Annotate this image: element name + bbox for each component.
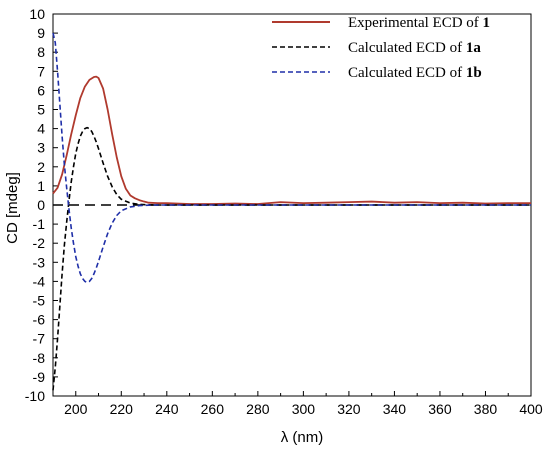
x-tick-label: 300	[292, 401, 316, 417]
y-tick-label: -2	[33, 235, 46, 251]
y-tick-label: -5	[33, 293, 46, 309]
y-tick-label: 0	[37, 197, 45, 213]
x-tick-label: 360	[428, 401, 452, 417]
x-tick-label: 380	[474, 401, 498, 417]
y-tick-label: 5	[37, 102, 45, 118]
x-tick-label: 320	[337, 401, 361, 417]
y-tick-label: 3	[37, 140, 45, 156]
series-line-1	[52, 75, 531, 205]
legend-label-1a: Calculated ECD of 1a	[348, 40, 481, 56]
y-tick-label: -8	[33, 350, 46, 366]
x-tick-label: 400	[519, 401, 543, 417]
x-tick-label: 220	[110, 401, 134, 417]
legend-label-1b: Calculated ECD of 1b	[348, 65, 482, 81]
x-tick-label: 340	[383, 401, 407, 417]
y-tick-label: -4	[33, 273, 46, 289]
y-tick-label: 4	[37, 121, 45, 137]
legend: Experimental ECD of 1 Calculated ECD of 1…	[272, 15, 490, 81]
legend-label-1: Experimental ECD of 1	[348, 15, 490, 31]
y-tick-label: 8	[37, 44, 45, 60]
x-tick-label: 200	[64, 401, 88, 417]
y-tick-label: 6	[37, 82, 45, 98]
y-tick-label: 2	[37, 159, 45, 175]
series-line-1b	[52, 32, 531, 284]
series-group	[52, 32, 531, 391]
y-tick-label: 1	[37, 178, 45, 194]
y-tick-label: -6	[33, 312, 46, 328]
x-tick-label: 240	[155, 401, 179, 417]
y-tick-label: -9	[33, 369, 46, 385]
y-tick-label: -3	[33, 254, 46, 270]
x-axis-title: λ (nm)	[281, 429, 324, 446]
y-axis-title: CD [mdeg]	[4, 172, 21, 244]
y-tick-label: 9	[37, 25, 45, 41]
y-tick-label: 10	[29, 6, 45, 22]
y-tick-label: -1	[33, 216, 46, 232]
x-tick-label: 260	[201, 401, 225, 417]
series-line-1a	[52, 126, 531, 391]
x-tick-label: 280	[246, 401, 270, 417]
y-tick-label: -10	[25, 388, 45, 404]
axes-group: 200 220 240 260 280 300 320 340 360 380 400-10-9-8…	[25, 6, 543, 417]
y-tick-label: -7	[33, 331, 46, 347]
y-tick-label: 7	[37, 63, 45, 79]
